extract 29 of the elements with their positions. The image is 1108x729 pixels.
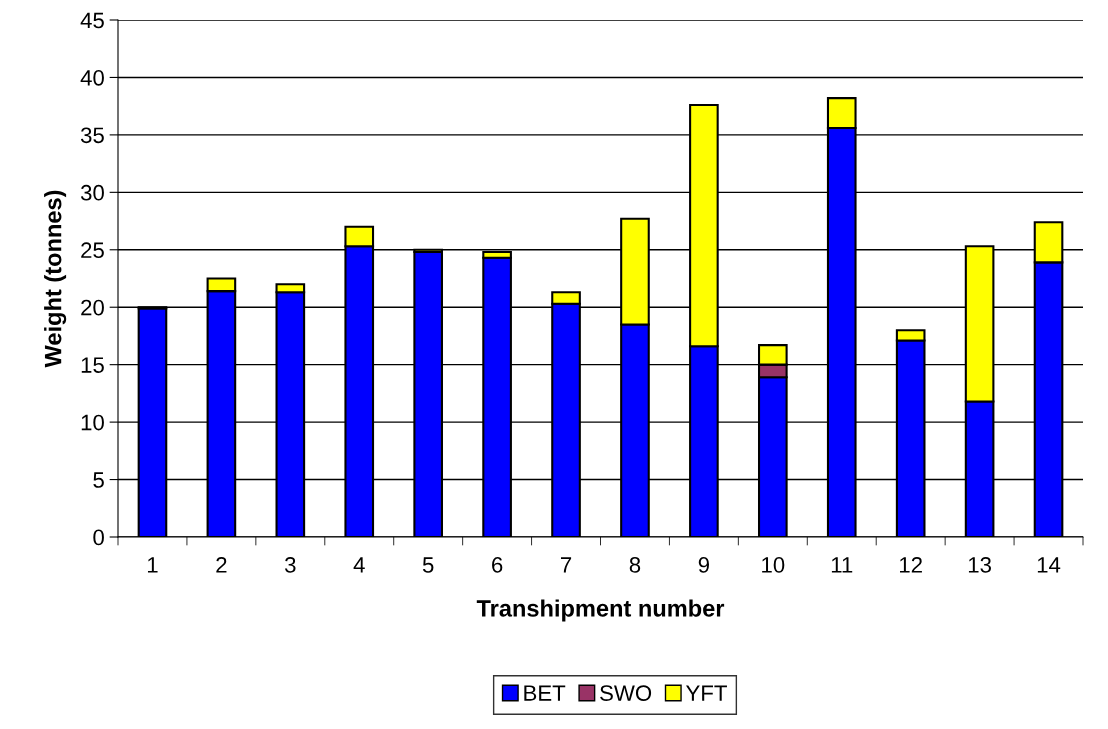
x-tick-label: 13 bbox=[968, 557, 991, 573]
x-tick-label: 8 bbox=[629, 557, 641, 573]
y-tick-label: 40 bbox=[80, 69, 104, 86]
y-tick-label: 15 bbox=[81, 357, 104, 373]
legend-label: SWO bbox=[600, 685, 652, 701]
x-axis-title: Transhipment number bbox=[476, 599, 725, 622]
y-tick-label: 5 bbox=[93, 472, 104, 488]
x-tick-label: 12 bbox=[900, 557, 922, 573]
x-tick-label: 5 bbox=[422, 557, 434, 573]
x-tick-label: 6 bbox=[492, 557, 503, 573]
x-tick-label: 3 bbox=[284, 557, 296, 573]
y-tick-label: 25 bbox=[81, 242, 104, 259]
y-tick-label: 0 bbox=[93, 529, 104, 546]
x-tick-label: 9 bbox=[698, 557, 710, 573]
x-tick-label: 2 bbox=[216, 557, 227, 573]
y-axis-title: Weight (tonnes) bbox=[44, 190, 67, 368]
y-tick-label: 10 bbox=[81, 414, 104, 431]
y-tick-label: 20 bbox=[81, 299, 104, 316]
x-tick-label: 14 bbox=[1037, 557, 1061, 573]
x-tick-label: 7 bbox=[561, 557, 572, 573]
y-tick-label: 30 bbox=[80, 184, 104, 201]
y-tick-label: 45 bbox=[80, 12, 104, 29]
x-tick-label: 11 bbox=[831, 557, 853, 573]
x-tick-label: 1 bbox=[147, 557, 158, 573]
x-tick-label: 10 bbox=[762, 557, 785, 573]
x-tick-label: 4 bbox=[353, 557, 365, 573]
legend-label: YFT bbox=[685, 685, 727, 701]
legend-label: BET bbox=[524, 685, 566, 701]
y-tick-label: 35 bbox=[80, 127, 104, 144]
